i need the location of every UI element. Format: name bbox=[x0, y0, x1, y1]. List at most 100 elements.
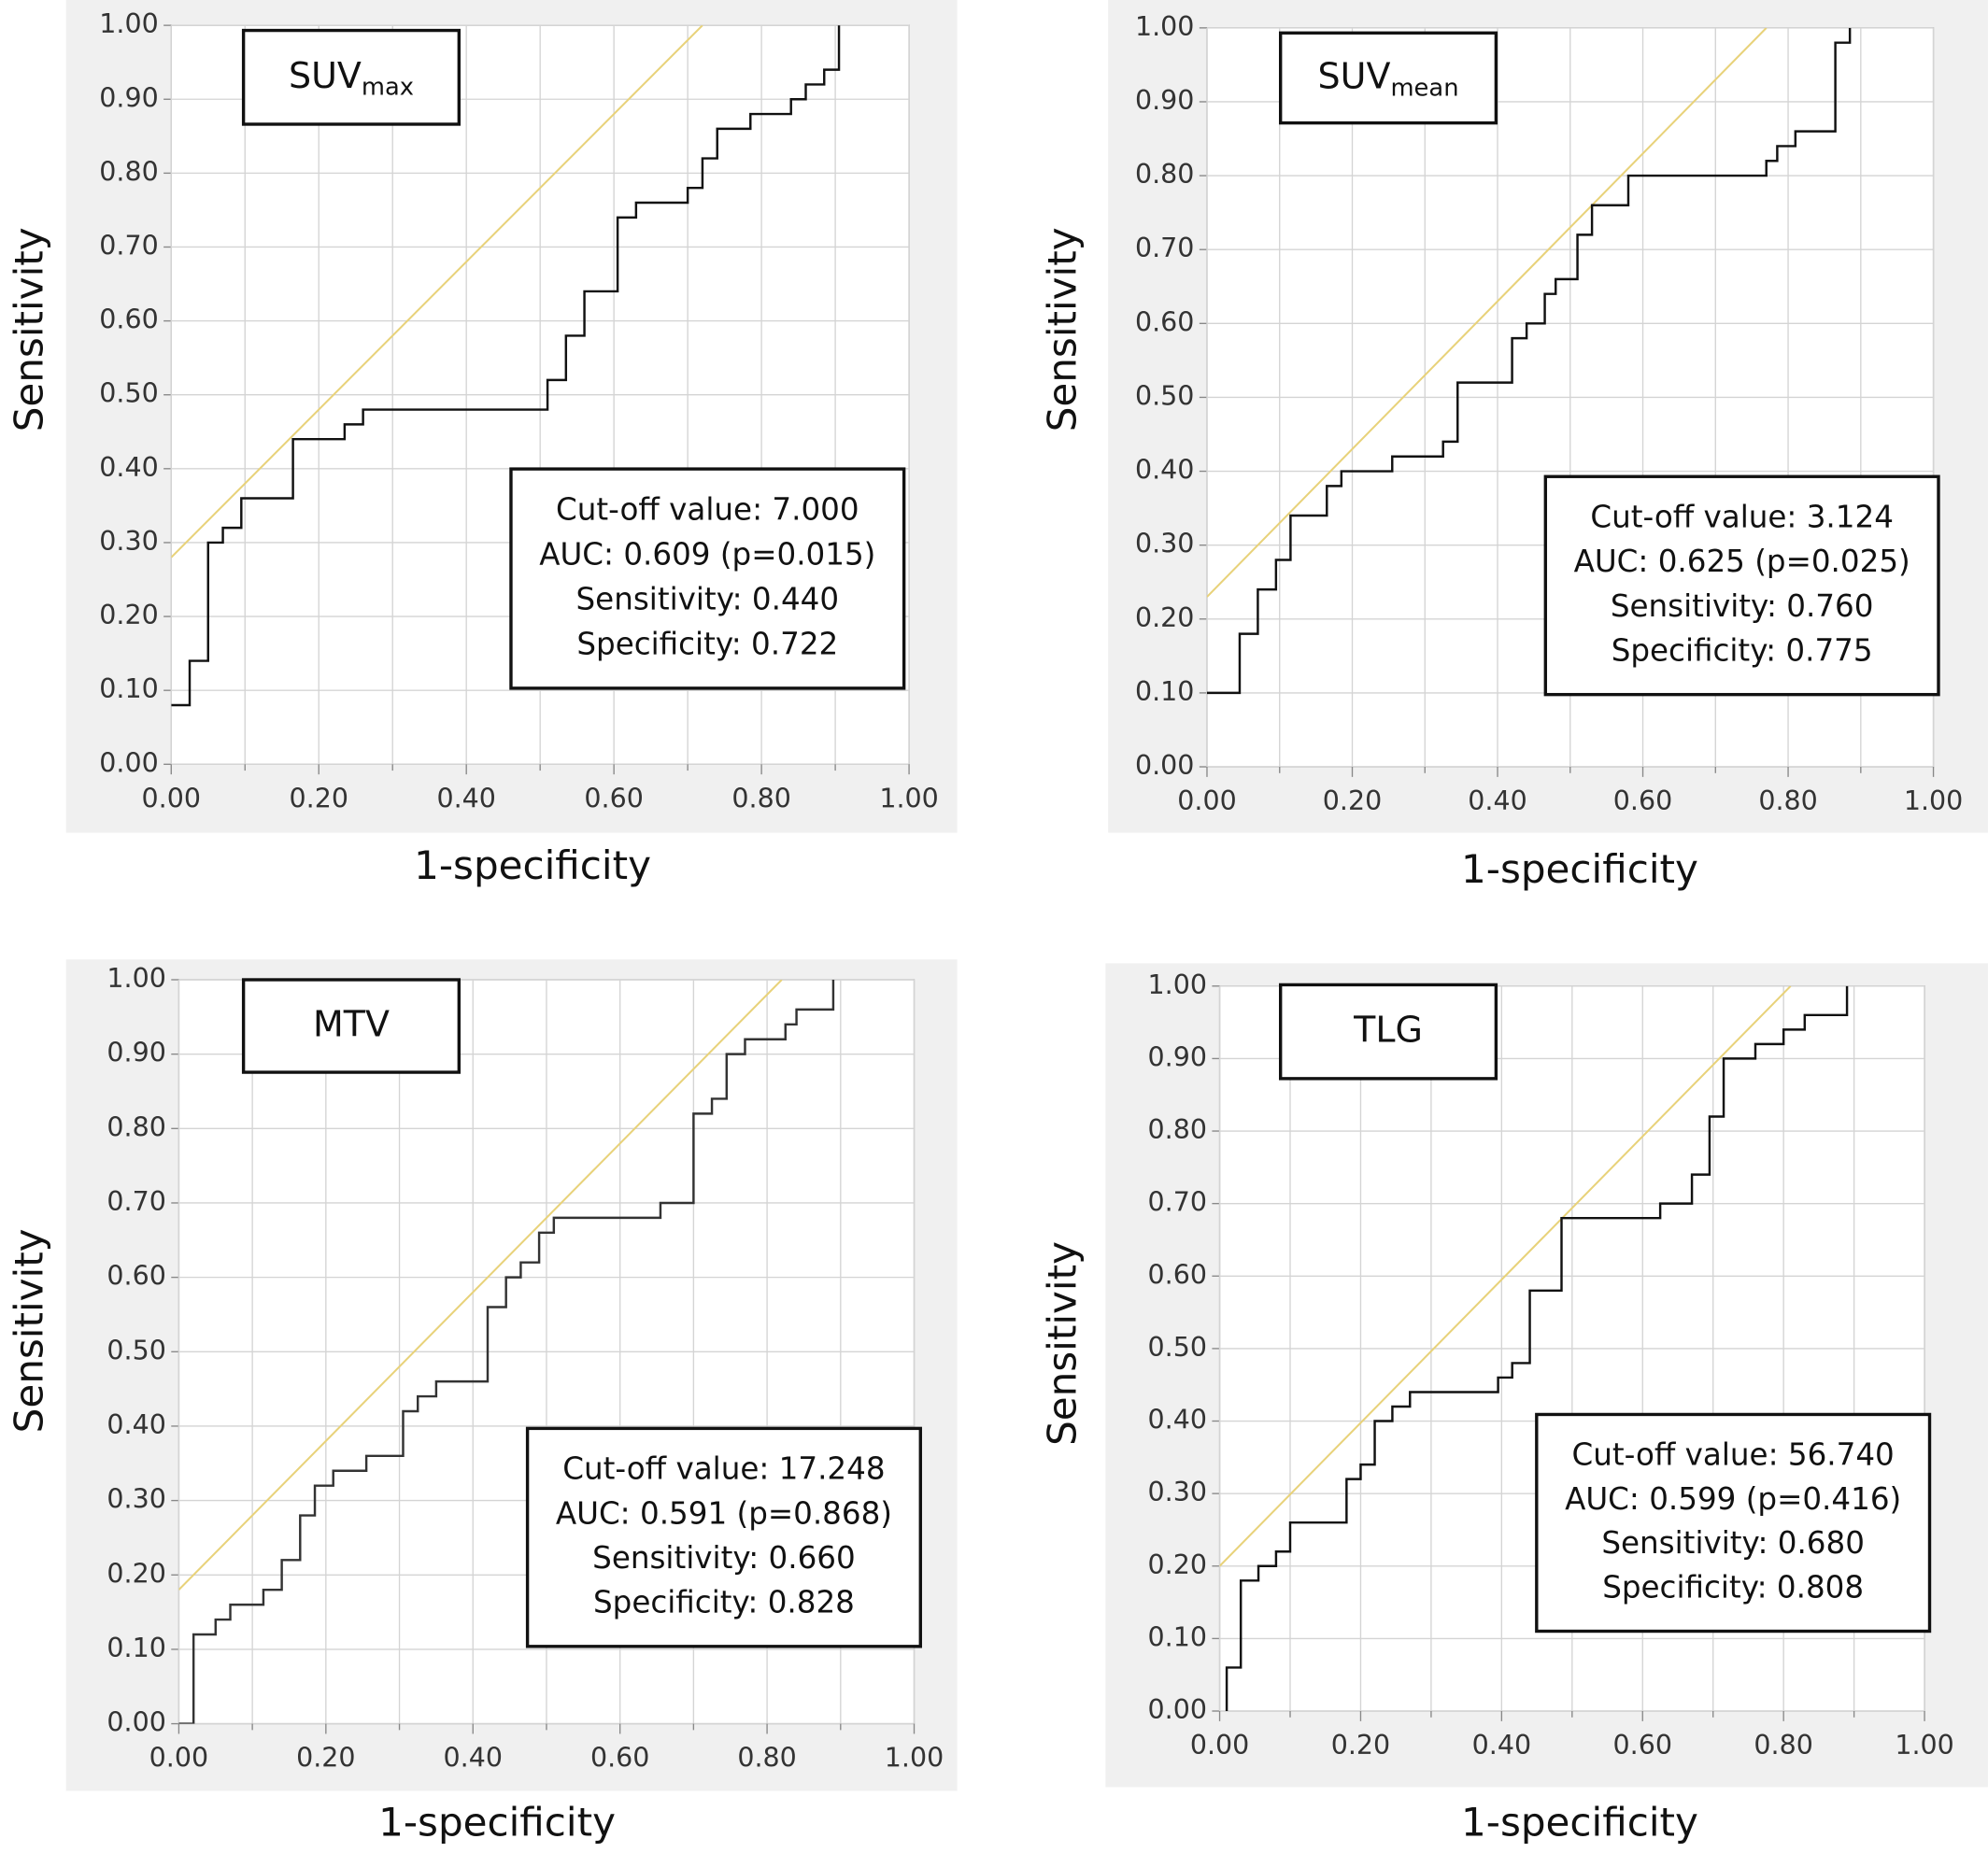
y-tick-label: 0.90 bbox=[99, 82, 158, 113]
annotation: AUC: 0.599 (p=0.416) bbox=[1565, 1481, 1901, 1517]
y-tick-label: 0.10 bbox=[99, 673, 158, 704]
y-tick-label: 0.50 bbox=[99, 378, 158, 409]
y-tick-label: 0.60 bbox=[1135, 306, 1194, 337]
y-tick-label: 0.60 bbox=[1148, 1259, 1207, 1290]
x-tick-label: 0.80 bbox=[1754, 1730, 1812, 1761]
x-tick-label: 0.40 bbox=[444, 1743, 503, 1774]
x-tick-label: 0.80 bbox=[737, 1743, 796, 1774]
annotation: Sensitivity: 0.760 bbox=[1611, 588, 1874, 624]
annotation: AUC: 0.625 (p=0.025) bbox=[1574, 544, 1910, 579]
y-tick-label: 0.00 bbox=[106, 1707, 165, 1738]
title-box bbox=[241, 28, 462, 126]
x-tick-label: 0.40 bbox=[1472, 1730, 1531, 1761]
x-axis-label: 1-specificity bbox=[378, 1800, 616, 1846]
title-main: MTV bbox=[313, 1003, 390, 1044]
y-axis-label: Sensitivity bbox=[7, 1228, 52, 1433]
y-tick-label: 0.00 bbox=[1135, 750, 1194, 781]
title-box bbox=[241, 978, 462, 1074]
y-tick-label: 0.70 bbox=[106, 1186, 165, 1217]
y-tick-label: 0.40 bbox=[1148, 1405, 1207, 1436]
x-tick-label: 0.60 bbox=[584, 783, 643, 813]
annotation: Sensitivity: 0.440 bbox=[576, 581, 840, 616]
panel-title: SUVmax bbox=[289, 54, 414, 101]
y-tick-label: 0.50 bbox=[1148, 1332, 1207, 1363]
reference-line bbox=[178, 979, 783, 1591]
annotation-box bbox=[525, 1426, 922, 1648]
reference-line bbox=[171, 25, 703, 559]
title-main: TLG bbox=[1353, 1009, 1423, 1050]
x-tick-label: 0.60 bbox=[1613, 785, 1672, 816]
title-subscript: mean bbox=[1390, 74, 1458, 102]
annotation: Specificity: 0.775 bbox=[1612, 632, 1873, 668]
y-tick-label: 0.20 bbox=[99, 600, 158, 630]
y-tick-label: 1.00 bbox=[1135, 11, 1194, 42]
panel-title: SUVmean bbox=[1318, 55, 1459, 102]
panel-title: TLG bbox=[1353, 1009, 1423, 1050]
x-tick-label: 0.00 bbox=[1177, 785, 1236, 816]
x-tick-label: 0.40 bbox=[436, 783, 495, 813]
x-axis-label: 1-specificity bbox=[1461, 1800, 1698, 1846]
y-tick-label: 0.80 bbox=[1135, 159, 1194, 190]
y-axis-label: Sensitivity bbox=[1039, 227, 1085, 431]
title-main: SUV bbox=[1318, 55, 1391, 96]
x-tick-label: 1.00 bbox=[879, 783, 938, 813]
y-tick-label: 0.00 bbox=[1148, 1694, 1207, 1725]
y-tick-label: 0.90 bbox=[1148, 1041, 1207, 1072]
title-box bbox=[1278, 31, 1498, 125]
annotation: Specificity: 0.722 bbox=[576, 626, 838, 661]
y-tick-label: 0.30 bbox=[1135, 529, 1194, 559]
title-main: SUV bbox=[289, 54, 362, 95]
x-axis-label: 1-specificity bbox=[1461, 846, 1698, 892]
y-tick-label: 0.50 bbox=[1135, 380, 1194, 411]
y-tick-label: 0.60 bbox=[99, 304, 158, 335]
y-tick-label: 0.90 bbox=[106, 1038, 165, 1068]
y-tick-label: 0.80 bbox=[106, 1111, 165, 1142]
annotation: Specificity: 0.828 bbox=[593, 1585, 855, 1620]
x-axis-label: 1-specificity bbox=[414, 842, 651, 888]
y-tick-label: 0.20 bbox=[1148, 1549, 1207, 1580]
y-axis-label: Sensitivity bbox=[7, 227, 52, 431]
x-tick-label: 0.00 bbox=[149, 1743, 208, 1774]
y-tick-label: 0.90 bbox=[1135, 85, 1194, 116]
x-tick-label: 0.60 bbox=[590, 1743, 649, 1774]
reference-line bbox=[1219, 985, 1792, 1567]
y-tick-label: 0.30 bbox=[1148, 1477, 1207, 1507]
annotation: AUC: 0.591 (p=0.868) bbox=[556, 1495, 892, 1531]
x-tick-label: 0.80 bbox=[1758, 785, 1817, 816]
x-tick-label: 1.00 bbox=[885, 1743, 944, 1774]
y-tick-label: 0.10 bbox=[1135, 676, 1194, 707]
x-tick-label: 0.00 bbox=[142, 783, 201, 813]
annotation-box bbox=[1543, 474, 1940, 697]
y-tick-label: 0.80 bbox=[1148, 1114, 1207, 1145]
annotation: Sensitivity: 0.660 bbox=[592, 1540, 856, 1576]
y-axis-label: Sensitivity bbox=[1039, 1241, 1085, 1446]
x-tick-label: 0.20 bbox=[1331, 1730, 1390, 1761]
x-tick-label: 1.00 bbox=[1895, 1730, 1953, 1761]
annotation: AUC: 0.609 (p=0.015) bbox=[539, 537, 875, 573]
x-tick-label: 0.60 bbox=[1613, 1730, 1672, 1761]
annotation: Cut-off value: 17.248 bbox=[562, 1451, 885, 1487]
roc-curve bbox=[171, 25, 841, 707]
annotation: Cut-off value: 3.124 bbox=[1590, 500, 1894, 535]
y-tick-label: 0.70 bbox=[99, 230, 158, 261]
title-box bbox=[1278, 983, 1498, 1081]
y-tick-label: 0.70 bbox=[1135, 233, 1194, 263]
y-tick-label: 0.20 bbox=[1135, 602, 1194, 633]
panel-title: MTV bbox=[313, 1003, 390, 1044]
x-tick-label: 0.20 bbox=[1323, 785, 1382, 816]
y-tick-label: 0.60 bbox=[106, 1261, 165, 1292]
y-tick-label: 0.30 bbox=[99, 526, 158, 557]
roc-curve bbox=[1206, 27, 1852, 695]
y-tick-label: 0.50 bbox=[106, 1335, 165, 1365]
y-tick-label: 0.10 bbox=[106, 1633, 165, 1663]
annotation: Cut-off value: 56.740 bbox=[1572, 1436, 1895, 1472]
annotation: Sensitivity: 0.680 bbox=[1601, 1525, 1865, 1561]
x-tick-label: 0.00 bbox=[1190, 1730, 1249, 1761]
y-tick-label: 0.00 bbox=[99, 747, 158, 778]
annotation-box bbox=[1535, 1412, 1932, 1634]
annotation-box bbox=[509, 467, 906, 690]
x-tick-label: 0.20 bbox=[290, 783, 348, 813]
y-tick-label: 0.30 bbox=[106, 1484, 165, 1515]
y-tick-label: 0.70 bbox=[1148, 1187, 1207, 1218]
